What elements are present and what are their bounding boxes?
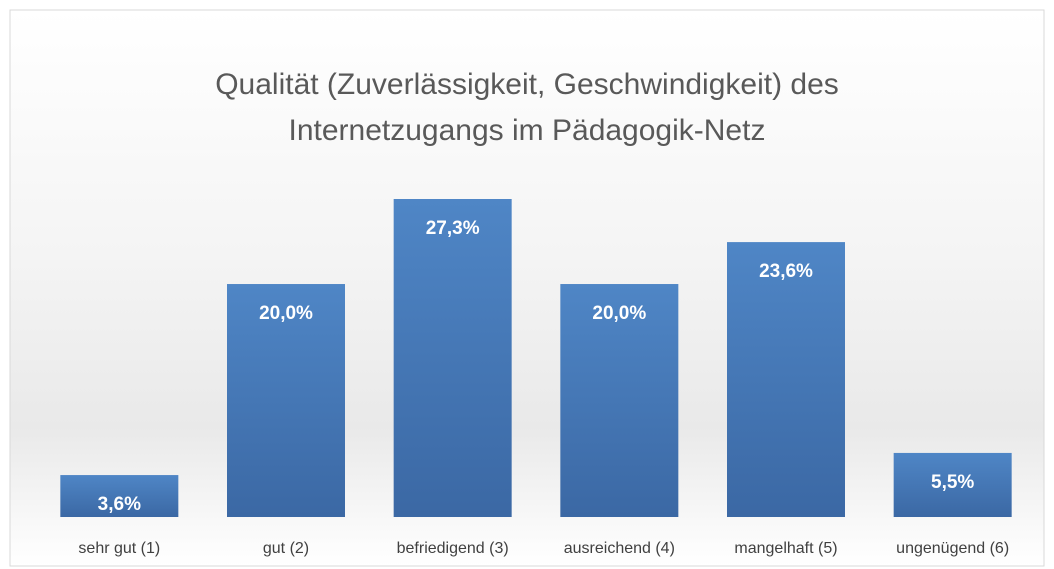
bar xyxy=(227,284,345,517)
x-tick-label: gut (2) xyxy=(263,540,309,557)
bar xyxy=(893,452,1012,517)
bar xyxy=(60,475,179,517)
chart-border xyxy=(9,9,1045,567)
chart-title: Qualität (Zuverlässigkeit, Geschwindigke… xyxy=(215,68,839,147)
data-label: 20,0% xyxy=(592,303,646,324)
data-label: 3,6% xyxy=(98,494,141,515)
x-tick-label: ungenügend (6) xyxy=(896,540,1009,557)
data-label: 23,6% xyxy=(759,261,813,282)
bar xyxy=(560,284,679,517)
x-tick-label: ausreichend (4) xyxy=(564,540,675,557)
x-tick-label: sehr gut (1) xyxy=(78,540,160,557)
data-label: 20,0% xyxy=(259,303,313,324)
data-label: 27,3% xyxy=(426,218,480,239)
x-tick-label: befriedigend (3) xyxy=(397,540,509,557)
x-tick-label: mangelhaft (5) xyxy=(734,540,837,557)
data-label: 5,5% xyxy=(931,472,974,493)
bar xyxy=(393,199,512,517)
bar xyxy=(727,242,845,517)
